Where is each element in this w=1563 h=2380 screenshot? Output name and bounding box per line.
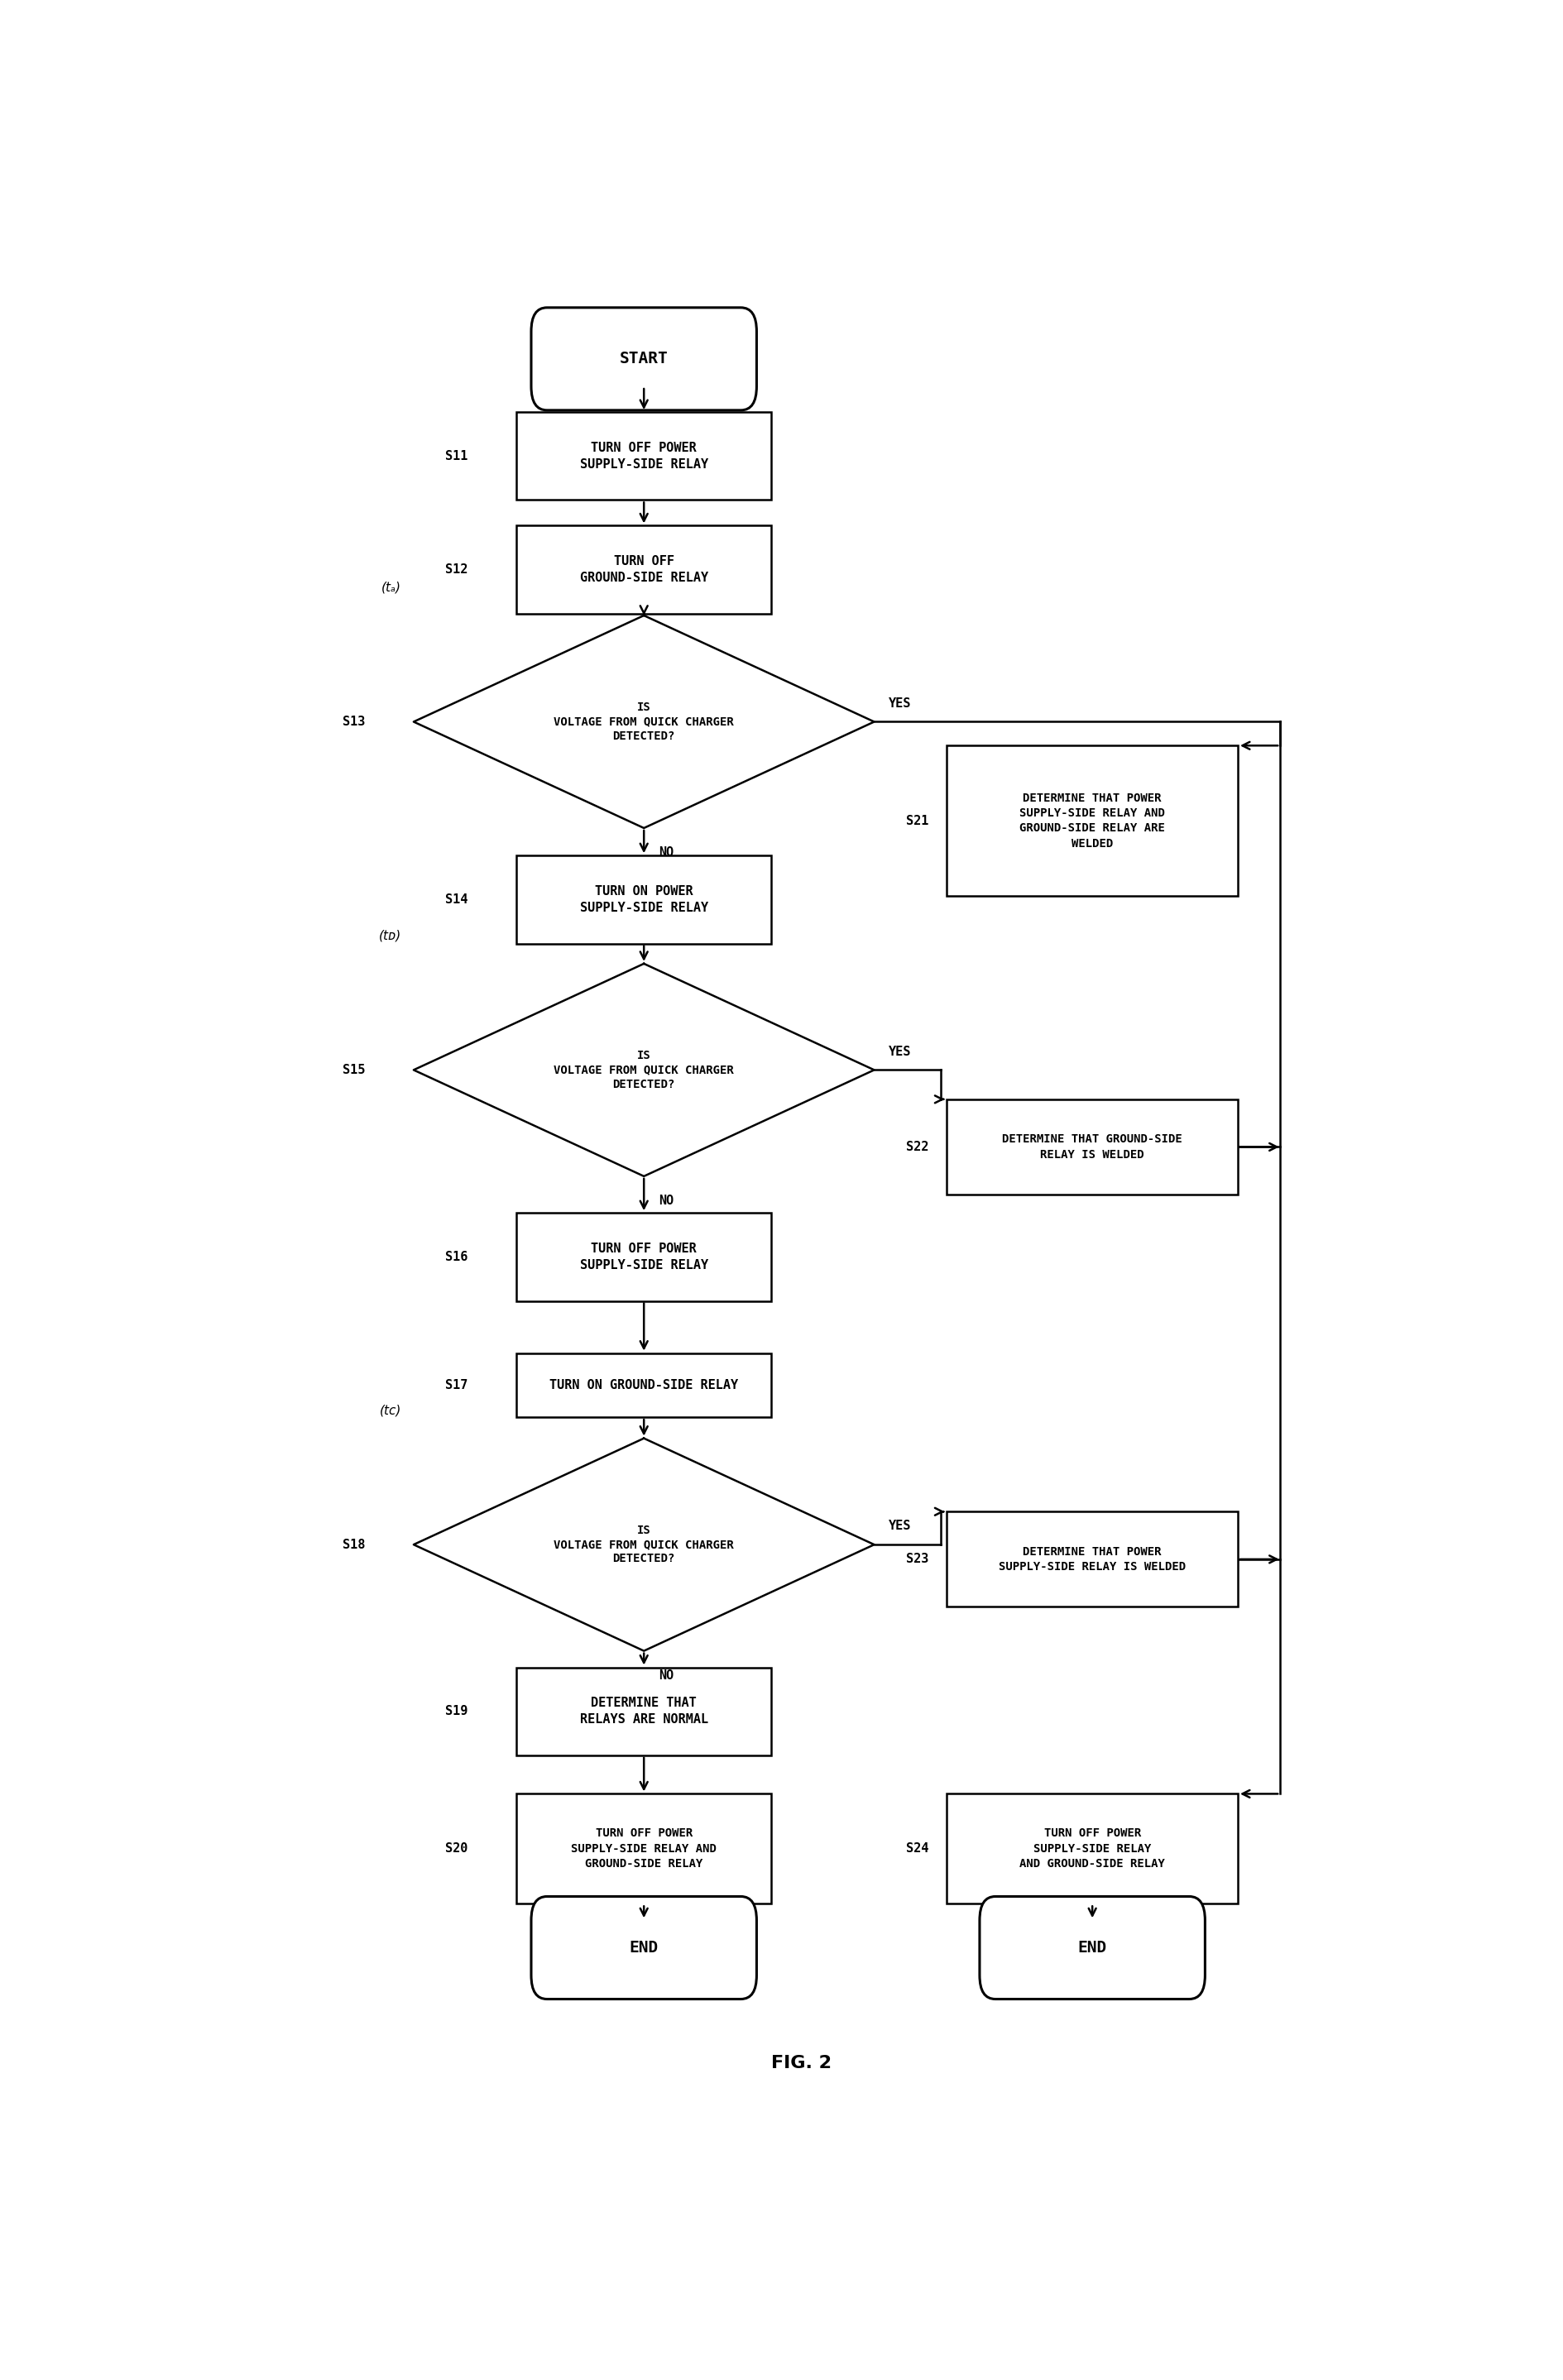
Bar [516,1354,771,1416]
FancyBboxPatch shape [531,1897,756,1999]
Text: START: START [619,350,667,367]
Text: TURN OFF POWER
SUPPLY-SIDE RELAY
AND GROUND-SIDE RELAY: TURN OFF POWER SUPPLY-SIDE RELAY AND GRO… [1019,1828,1164,1871]
Bar [946,745,1236,895]
Bar [946,1795,1236,1904]
Polygon shape [413,616,874,828]
Text: IS
VOLTAGE FROM QUICK CHARGER
DETECTED?: IS VOLTAGE FROM QUICK CHARGER DETECTED? [553,702,733,743]
Text: S12: S12 [445,564,467,576]
Text: (tᴄ): (tᴄ) [380,1404,402,1416]
Text: S24: S24 [905,1842,928,1854]
Text: S17: S17 [445,1378,467,1392]
Text: IS
VOLTAGE FROM QUICK CHARGER
DETECTED?: IS VOLTAGE FROM QUICK CHARGER DETECTED? [553,1050,733,1090]
Text: (tᴅ): (tᴅ) [378,928,402,942]
Text: END: END [1077,1940,1107,1956]
Text: S13: S13 [342,716,364,728]
Bar [516,1668,771,1756]
Text: IS
VOLTAGE FROM QUICK CHARGER
DETECTED?: IS VOLTAGE FROM QUICK CHARGER DETECTED? [553,1526,733,1564]
Text: END: END [628,1940,658,1956]
Text: S16: S16 [445,1250,467,1264]
Text: DETERMINE THAT POWER
SUPPLY-SIDE RELAY AND
GROUND-SIDE RELAY ARE
WELDED: DETERMINE THAT POWER SUPPLY-SIDE RELAY A… [1019,793,1164,850]
Text: TURN OFF POWER
SUPPLY-SIDE RELAY AND
GROUND-SIDE RELAY: TURN OFF POWER SUPPLY-SIDE RELAY AND GRO… [570,1828,716,1871]
Text: NO: NO [658,1668,674,1683]
Text: TURN OFF
GROUND-SIDE RELAY: TURN OFF GROUND-SIDE RELAY [580,555,708,583]
Text: NO: NO [658,1195,674,1207]
Text: S20: S20 [445,1842,467,1854]
Bar [516,1795,771,1904]
Text: (tₐ): (tₐ) [381,581,402,593]
Text: NO: NO [658,847,674,859]
Text: S22: S22 [905,1140,928,1154]
Text: FIG. 2: FIG. 2 [771,2054,832,2071]
Text: YES: YES [888,697,911,709]
Bar [516,854,771,942]
Text: S21: S21 [905,814,928,826]
Text: YES: YES [888,1521,911,1533]
Bar [516,526,771,614]
Text: S18: S18 [342,1537,364,1552]
Bar [946,1511,1236,1606]
Text: TURN OFF POWER
SUPPLY-SIDE RELAY: TURN OFF POWER SUPPLY-SIDE RELAY [580,443,708,471]
FancyBboxPatch shape [978,1897,1205,1999]
Bar [516,1214,771,1302]
Text: TURN ON POWER
SUPPLY-SIDE RELAY: TURN ON POWER SUPPLY-SIDE RELAY [580,885,708,914]
Bar [516,412,771,500]
Polygon shape [413,1438,874,1652]
Text: TURN OFF POWER
SUPPLY-SIDE RELAY: TURN OFF POWER SUPPLY-SIDE RELAY [580,1242,708,1271]
Text: S19: S19 [445,1704,467,1718]
Polygon shape [413,964,874,1176]
Text: DETERMINE THAT
RELAYS ARE NORMAL: DETERMINE THAT RELAYS ARE NORMAL [580,1697,708,1725]
FancyBboxPatch shape [531,307,756,409]
Text: DETERMINE THAT POWER
SUPPLY-SIDE RELAY IS WELDED: DETERMINE THAT POWER SUPPLY-SIDE RELAY I… [999,1547,1185,1573]
Text: TURN ON GROUND-SIDE RELAY: TURN ON GROUND-SIDE RELAY [549,1378,738,1392]
Text: S23: S23 [905,1554,928,1566]
Text: DETERMINE THAT GROUND-SIDE
RELAY IS WELDED: DETERMINE THAT GROUND-SIDE RELAY IS WELD… [1002,1133,1182,1161]
Text: S15: S15 [342,1064,364,1076]
Text: YES: YES [888,1045,911,1057]
Text: S14: S14 [445,892,467,907]
Bar [946,1100,1236,1195]
Text: S11: S11 [445,450,467,462]
